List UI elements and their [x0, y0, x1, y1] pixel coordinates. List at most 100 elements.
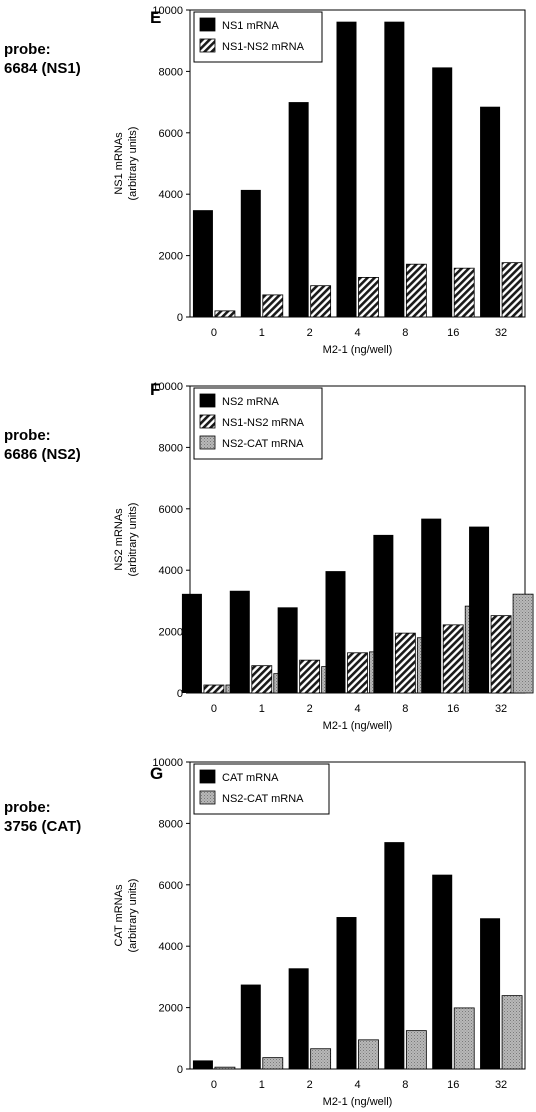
- bar-ns1-mrna: [432, 67, 453, 317]
- legend-label: NS2-CAT mRNA: [222, 793, 304, 805]
- x-tick-label: 16: [447, 703, 459, 715]
- bar-ns2-cat-mrna: [214, 1066, 236, 1070]
- bar-cat-mrna: [336, 917, 357, 1069]
- legend-swatch: [199, 435, 216, 450]
- bar-ns2-cat-mrna: [512, 593, 534, 694]
- chart-0: 0 2000 4000 6000 8000 10000 NS1 mRNAs (arbitrar…: [113, 5, 526, 356]
- y-tick-label: 4000: [159, 189, 183, 201]
- y-tick-label: 2000: [159, 627, 183, 639]
- y-tick-label: 6000: [159, 880, 183, 892]
- probe-label-line1: probe:: [4, 799, 51, 816]
- bar-cat-mrna: [432, 874, 453, 1069]
- x-tick-label: 8: [402, 1079, 408, 1091]
- bar-ns1-mrna: [288, 102, 309, 317]
- y-axis-label: NS2 mRNAs: [113, 508, 125, 571]
- bar-ns2-mrna: [421, 518, 442, 693]
- x-tick-label: 8: [402, 703, 408, 715]
- bar-ns2-mrna: [469, 526, 490, 693]
- bar-ns1-mrna: [240, 189, 261, 317]
- x-axis-label: M2-1 (ng/well): [323, 344, 393, 356]
- bar-ns2-cat-mrna: [405, 1030, 427, 1070]
- legend-label: NS2-CAT mRNA: [222, 438, 304, 450]
- legend-box: [193, 763, 330, 815]
- y-axis-label: NS1 mRNAs: [113, 132, 125, 195]
- y-axis-label: (arbitrary units): [127, 127, 139, 201]
- chart-2: 0 2000 4000 6000 8000 10000 CAT mRNAs (arbitrar…: [113, 757, 526, 1108]
- x-tick-label: 32: [495, 1079, 507, 1091]
- bar-ns1-ns2-mrna: [442, 624, 464, 694]
- probe-label-line2: 3756 (CAT): [4, 818, 82, 835]
- bar-cat-mrna: [288, 968, 309, 1069]
- y-tick-label: 0: [177, 688, 183, 700]
- bar-cat-mrna: [240, 984, 261, 1069]
- y-tick-label: 2000: [159, 251, 183, 263]
- x-tick-label: 32: [495, 703, 507, 715]
- legend-label: NS1-NS2 mRNA: [222, 417, 305, 429]
- x-axis-label: M2-1 (ng/well): [323, 720, 393, 732]
- x-tick-label: 0: [211, 703, 217, 715]
- bar-ns1-ns2-mrna: [262, 294, 284, 318]
- y-tick-label: 4000: [159, 565, 183, 577]
- y-axis-label: (arbitrary units): [127, 879, 139, 953]
- bar-ns1-ns2-mrna: [405, 263, 427, 318]
- plot-frame: [189, 9, 526, 318]
- x-tick-label: 4: [354, 703, 360, 715]
- bar-cat-mrna: [192, 1060, 213, 1069]
- legend-swatch: [199, 790, 216, 805]
- x-tick-label: 2: [307, 703, 313, 715]
- y-tick-label: 10000: [152, 5, 183, 17]
- bar-ns2-cat-mrna: [358, 1039, 379, 1070]
- probe-label-e: probe: 6684 (NS1): [4, 40, 81, 78]
- plot-frame: [189, 761, 526, 1070]
- x-tick-label: 1: [259, 703, 265, 715]
- bar-ns1-ns2-mrna: [394, 632, 416, 694]
- bar-ns2-mrna: [181, 593, 202, 693]
- y-tick-label: 4000: [159, 941, 183, 953]
- bar-ns1-mrna: [192, 210, 213, 317]
- legend-label: NS1-NS2 mRNA: [222, 41, 305, 53]
- x-tick-label: 8: [402, 327, 408, 339]
- legend-label: CAT mRNA: [222, 772, 279, 784]
- probe-label-f: probe: 6686 (NS2): [4, 426, 81, 464]
- bar-ns1-ns2-mrna: [310, 285, 332, 318]
- bar-ns1-ns2-mrna: [490, 615, 512, 694]
- chart-1: 0 2000 4000 6000 8000 10000 NS2 mRNAs (arbitrar…: [113, 381, 534, 732]
- bar-ns1-ns2-mrna: [347, 652, 368, 694]
- y-tick-label: 8000: [159, 442, 183, 454]
- y-tick-label: 6000: [159, 128, 183, 140]
- x-tick-label: 32: [495, 327, 507, 339]
- legend-swatch: [199, 769, 216, 784]
- bar-ns1-mrna: [384, 21, 405, 317]
- y-tick-label: 0: [177, 1064, 183, 1076]
- y-tick-label: 8000: [159, 66, 183, 78]
- bar-ns2-mrna: [325, 571, 346, 693]
- bar-ns1-ns2-mrna: [203, 684, 225, 694]
- bar-ns1-mrna: [480, 106, 501, 317]
- legend-swatch: [199, 17, 216, 32]
- x-tick-label: 16: [447, 1079, 459, 1091]
- bar-ns1-ns2-mrna: [501, 262, 523, 318]
- x-tick-label: 16: [447, 327, 459, 339]
- bar-ns2-cat-mrna: [310, 1048, 332, 1070]
- panel-letter-f: F: [150, 380, 161, 399]
- legend-label: NS1 mRNA: [222, 20, 280, 32]
- bar-ns2-cat-mrna: [262, 1057, 284, 1070]
- bar-ns1-mrna: [336, 21, 357, 317]
- y-tick-label: 10000: [152, 381, 183, 393]
- x-tick-label: 2: [307, 1079, 313, 1091]
- bar-ns2-cat-mrna: [453, 1007, 475, 1070]
- bar-ns1-ns2-mrna: [453, 267, 475, 318]
- legend-swatch: [199, 38, 216, 53]
- bar-ns2-mrna: [277, 607, 298, 693]
- x-tick-label: 0: [211, 1079, 217, 1091]
- bar-ns2-mrna: [229, 590, 250, 693]
- legend-swatch: [199, 393, 216, 408]
- x-tick-label: 1: [259, 1079, 265, 1091]
- x-tick-label: 4: [354, 327, 360, 339]
- bar-ns1-ns2-mrna: [214, 310, 236, 318]
- probe-label-g: probe: 3756 (CAT): [4, 798, 81, 836]
- x-tick-label: 1: [259, 327, 265, 339]
- probe-label-line2: 6686 (NS2): [4, 446, 81, 463]
- probe-label-line1: probe:: [4, 41, 51, 58]
